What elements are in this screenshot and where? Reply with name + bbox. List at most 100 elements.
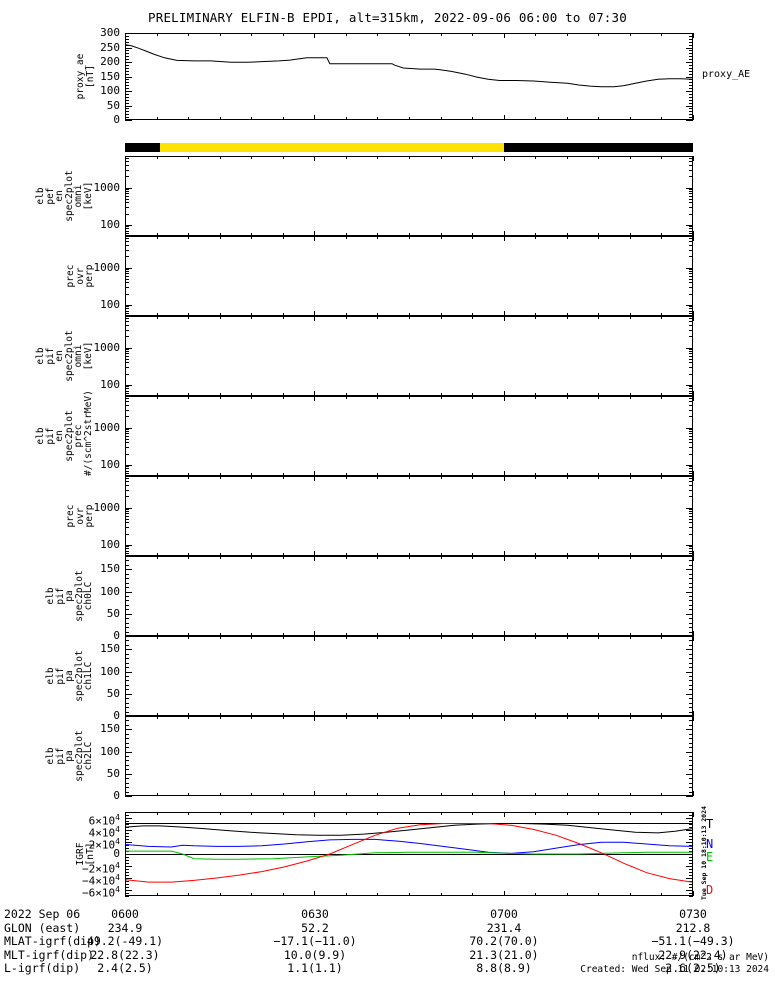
xtick-mark xyxy=(377,316,378,319)
ytick-mark xyxy=(125,321,129,322)
xtick-mark xyxy=(441,316,442,319)
xtick-mark xyxy=(188,793,189,796)
ytick-mark xyxy=(125,401,129,402)
ytick-mark xyxy=(689,433,693,434)
xtick-mark xyxy=(661,396,662,399)
xtick-mark xyxy=(472,716,473,719)
ytick-label: 150 xyxy=(100,69,120,83)
xtick-mark xyxy=(693,311,694,316)
xtick-mark xyxy=(504,236,505,241)
ytick-mark xyxy=(125,88,129,89)
ytick-label: −2×104 xyxy=(82,861,120,876)
ytick-mark xyxy=(125,53,129,54)
series-T xyxy=(126,823,692,836)
xtick-mark xyxy=(598,812,599,815)
xtick-mark xyxy=(314,33,315,38)
ytick-mark xyxy=(686,225,693,226)
ytick-mark xyxy=(689,836,693,837)
ytick-mark xyxy=(125,875,129,876)
xtick-mark xyxy=(630,396,631,399)
ytick-mark xyxy=(689,45,693,46)
xtick-mark xyxy=(157,156,158,159)
ytick-mark xyxy=(689,189,693,190)
ytick-mark xyxy=(125,672,132,673)
ytick-mark xyxy=(125,896,129,897)
xtick-mark xyxy=(157,553,158,556)
xtick-mark xyxy=(346,316,347,319)
ytick-mark xyxy=(689,97,693,98)
xtick-mark xyxy=(251,313,252,316)
bottom-value: −51.1(−49.3) xyxy=(651,934,735,949)
xtick-mark xyxy=(661,812,662,815)
ytick-mark xyxy=(125,269,129,270)
xtick-mark xyxy=(535,812,536,815)
xtick-mark xyxy=(251,233,252,236)
xtick-mark xyxy=(220,893,221,896)
ytick-mark xyxy=(689,478,693,479)
xtick-mark xyxy=(125,33,126,38)
ytick-mark xyxy=(125,256,129,257)
ytick-mark xyxy=(125,228,129,229)
xtick-mark xyxy=(693,631,694,636)
xtick-mark xyxy=(251,156,252,159)
ytick-mark xyxy=(686,348,693,349)
xtick-mark xyxy=(283,636,284,639)
xtick-mark xyxy=(441,233,442,236)
xtick-mark xyxy=(125,471,126,476)
xtick-mark xyxy=(630,793,631,796)
bottom-row-4: L-igrf(dip) 2.4(2.5) 1.1(1.1) 8.8(8.9) 2.6(2… xyxy=(0,962,775,976)
ytick-mark xyxy=(689,466,693,467)
ytick-label: 6×104 xyxy=(88,813,120,828)
xtick-mark xyxy=(472,396,473,399)
ytick-mark xyxy=(125,393,129,394)
ytick-mark xyxy=(125,117,129,118)
xtick-mark xyxy=(346,473,347,476)
ytick-mark xyxy=(689,632,693,633)
xtick-mark xyxy=(125,891,126,896)
ytick-mark xyxy=(689,330,693,331)
series-D xyxy=(126,823,692,883)
ytick-mark xyxy=(125,68,129,69)
ytick-mark xyxy=(689,273,693,274)
page-title: PRELIMINARY ELFIN-B EPDI, alt=315km, 202… xyxy=(148,10,627,25)
xtick-mark xyxy=(157,476,158,479)
xtick-mark xyxy=(630,476,631,479)
ytick-mark xyxy=(125,199,129,200)
xtick-mark xyxy=(157,316,158,319)
ytick-mark xyxy=(689,71,693,72)
ytick-mark xyxy=(125,336,129,337)
xtick-mark xyxy=(377,396,378,399)
ytick-mark xyxy=(689,226,693,227)
xtick-mark xyxy=(283,156,284,159)
bottom-value: 0730 xyxy=(679,907,707,921)
xtick-mark xyxy=(472,313,473,316)
xtick-mark xyxy=(188,393,189,396)
ytick-mark xyxy=(689,336,693,337)
xtick-mark xyxy=(472,893,473,896)
bottom-value: 70.2(70.0) xyxy=(469,934,539,949)
xtick-mark xyxy=(504,631,505,636)
xtick-mark xyxy=(567,476,568,479)
xtick-mark xyxy=(125,311,126,316)
xtick-mark xyxy=(125,791,126,796)
ytick-mark xyxy=(125,351,129,352)
ytick-mark xyxy=(125,747,129,748)
xtick-mark xyxy=(441,793,442,796)
xtick-mark xyxy=(441,236,442,239)
ytick-mark xyxy=(125,349,129,350)
ytick-mark xyxy=(689,362,693,363)
xtick-mark xyxy=(283,713,284,716)
ytick-mark xyxy=(689,325,693,326)
ytick-label: 100 xyxy=(100,457,120,471)
series-N xyxy=(126,838,692,854)
xtick-mark xyxy=(567,33,568,36)
xtick-mark xyxy=(346,553,347,556)
xtick-mark xyxy=(441,812,442,815)
xtick-mark xyxy=(188,636,189,639)
ytick-mark xyxy=(125,490,129,491)
ytick-mark xyxy=(125,59,129,60)
xtick-mark xyxy=(693,156,694,161)
ytick-mark xyxy=(689,318,693,319)
xtick-mark xyxy=(535,393,536,396)
ytick-mark xyxy=(125,238,129,239)
